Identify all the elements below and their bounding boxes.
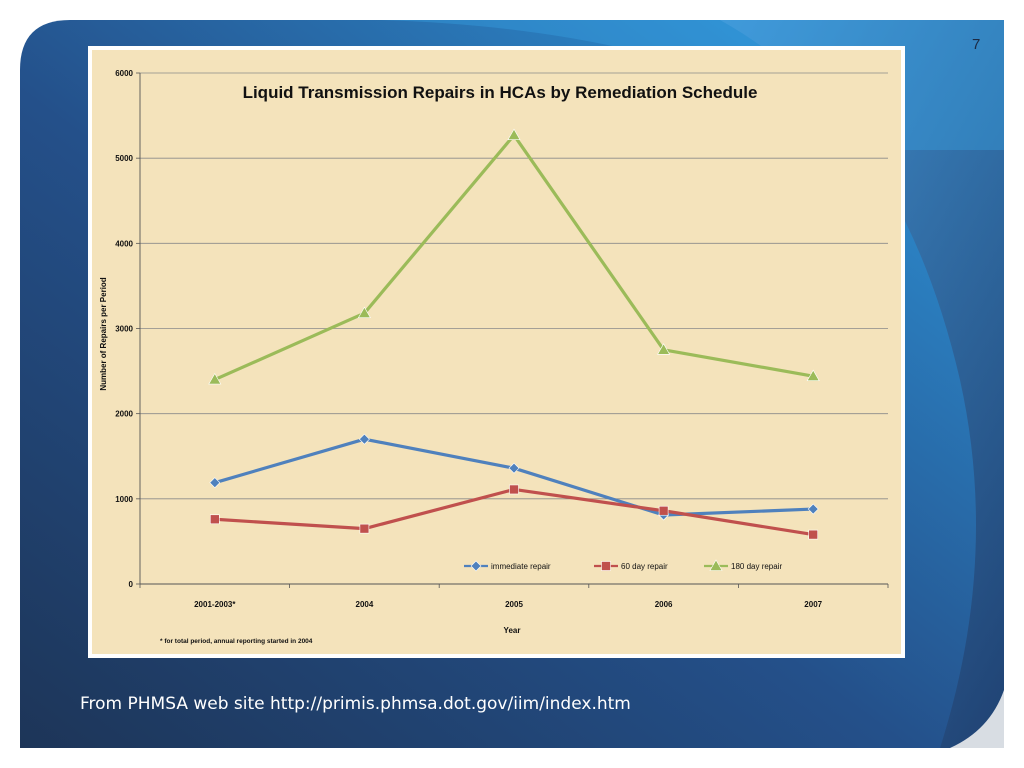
data-point (208, 372, 222, 385)
chart-title: Liquid Transmission Repairs in HCAs by R… (243, 83, 758, 102)
series-line-0 (213, 437, 815, 517)
slide-number: 7 (972, 36, 981, 53)
data-point (806, 369, 820, 381)
x-tick-label: 2006 (655, 600, 673, 609)
y-tick-label: 1000 (115, 495, 133, 504)
y-tick-label: 3000 (115, 325, 133, 334)
legend-label: 60 day repair (621, 562, 668, 571)
chart-legend: immediate repair 60 day repair 180 day rep… (464, 559, 782, 572)
series-line-2 (213, 133, 815, 382)
data-point (658, 505, 669, 516)
line-chart: 0 1000 2000 3000 4000 5000 6000 2001-2003* 2004 2… (99, 69, 889, 645)
y-tick-label: 0 (129, 580, 134, 589)
x-tick-label: 2007 (804, 600, 822, 609)
legend-label: immediate repair (491, 562, 551, 571)
y-tick-label: 4000 (115, 239, 133, 248)
data-point (210, 514, 220, 525)
x-tick-label: 2005 (505, 600, 523, 609)
data-point (209, 477, 221, 489)
data-point (357, 306, 371, 318)
y-tick-label: 6000 (115, 69, 133, 78)
data-point (657, 343, 671, 355)
data-point (507, 128, 521, 140)
source-caption: From PHMSA web site http://primis.phmsa.… (80, 694, 631, 714)
data-point (807, 503, 819, 515)
data-point (808, 529, 819, 540)
x-axis-title: Year (504, 626, 521, 635)
legend-marker (709, 559, 723, 571)
data-point (359, 523, 370, 534)
legend-marker (470, 560, 482, 572)
data-point (509, 484, 519, 495)
chart-frame: 0 1000 2000 3000 4000 5000 6000 2001-2003* 2004 2… (88, 46, 905, 658)
y-tick-label: 5000 (115, 154, 133, 163)
y-tick-label: 2000 (115, 410, 133, 419)
y-axis-title: Number of Repairs per Period (99, 277, 108, 390)
x-tick-label: 2001-2003* (194, 600, 236, 609)
x-tick-label: 2004 (356, 600, 374, 609)
data-point (358, 433, 370, 445)
chart-panel: 0 1000 2000 3000 4000 5000 6000 2001-2003* 2004 2… (92, 50, 901, 654)
legend-label: 180 day repair (731, 562, 782, 571)
legend-marker (601, 561, 611, 571)
chart-footnote: * for total period, annual reporting sta… (160, 638, 313, 645)
data-point (508, 462, 520, 474)
